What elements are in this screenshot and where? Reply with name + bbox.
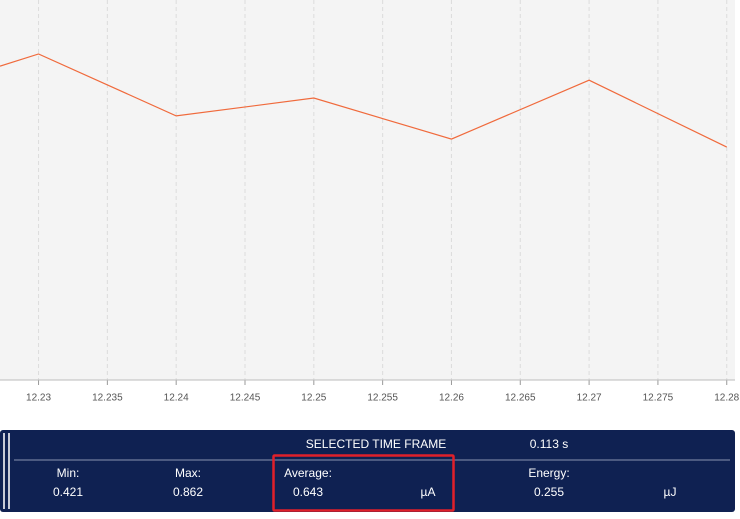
x-tick-label: 12.275: [643, 393, 674, 404]
panel-title: SELECTED TIME FRAME: [306, 437, 446, 451]
x-tick-label: 12.235: [92, 393, 123, 404]
average-unit: µA: [421, 485, 436, 499]
x-tick-label: 12.265: [505, 393, 536, 404]
average-value: 0.643: [293, 485, 323, 499]
duration: 0.113 s: [530, 437, 568, 451]
highlight-box: [272, 454, 455, 512]
x-tick-label: 12.24: [164, 393, 189, 404]
min-value: 0.421: [53, 485, 83, 499]
x-tick-label: 12.23: [26, 393, 51, 404]
energy-label: Energy:: [528, 466, 569, 480]
plot-area: [0, 0, 735, 380]
panel-bg: [0, 430, 735, 512]
x-tick-label: 12.27: [577, 393, 602, 404]
summary-panel: SELECTED TIME FRAME 0.113 s Min: 0.421 M…: [0, 430, 735, 512]
x-tick-label: 12.28: [714, 393, 739, 404]
min-label: Min:: [57, 466, 80, 480]
x-tick-label: 12.26: [439, 393, 464, 404]
energy-value: 0.255: [534, 485, 564, 499]
series-line: [0, 53, 728, 148]
average-label: Average:: [284, 466, 332, 480]
max-label: Max:: [175, 466, 201, 480]
x-tick-label: 12.245: [230, 393, 261, 404]
max-value: 0.862: [173, 485, 203, 499]
energy-unit: µJ: [664, 485, 677, 499]
x-tick-label: 12.25: [301, 393, 326, 404]
x-tick-label: 12.255: [367, 393, 398, 404]
